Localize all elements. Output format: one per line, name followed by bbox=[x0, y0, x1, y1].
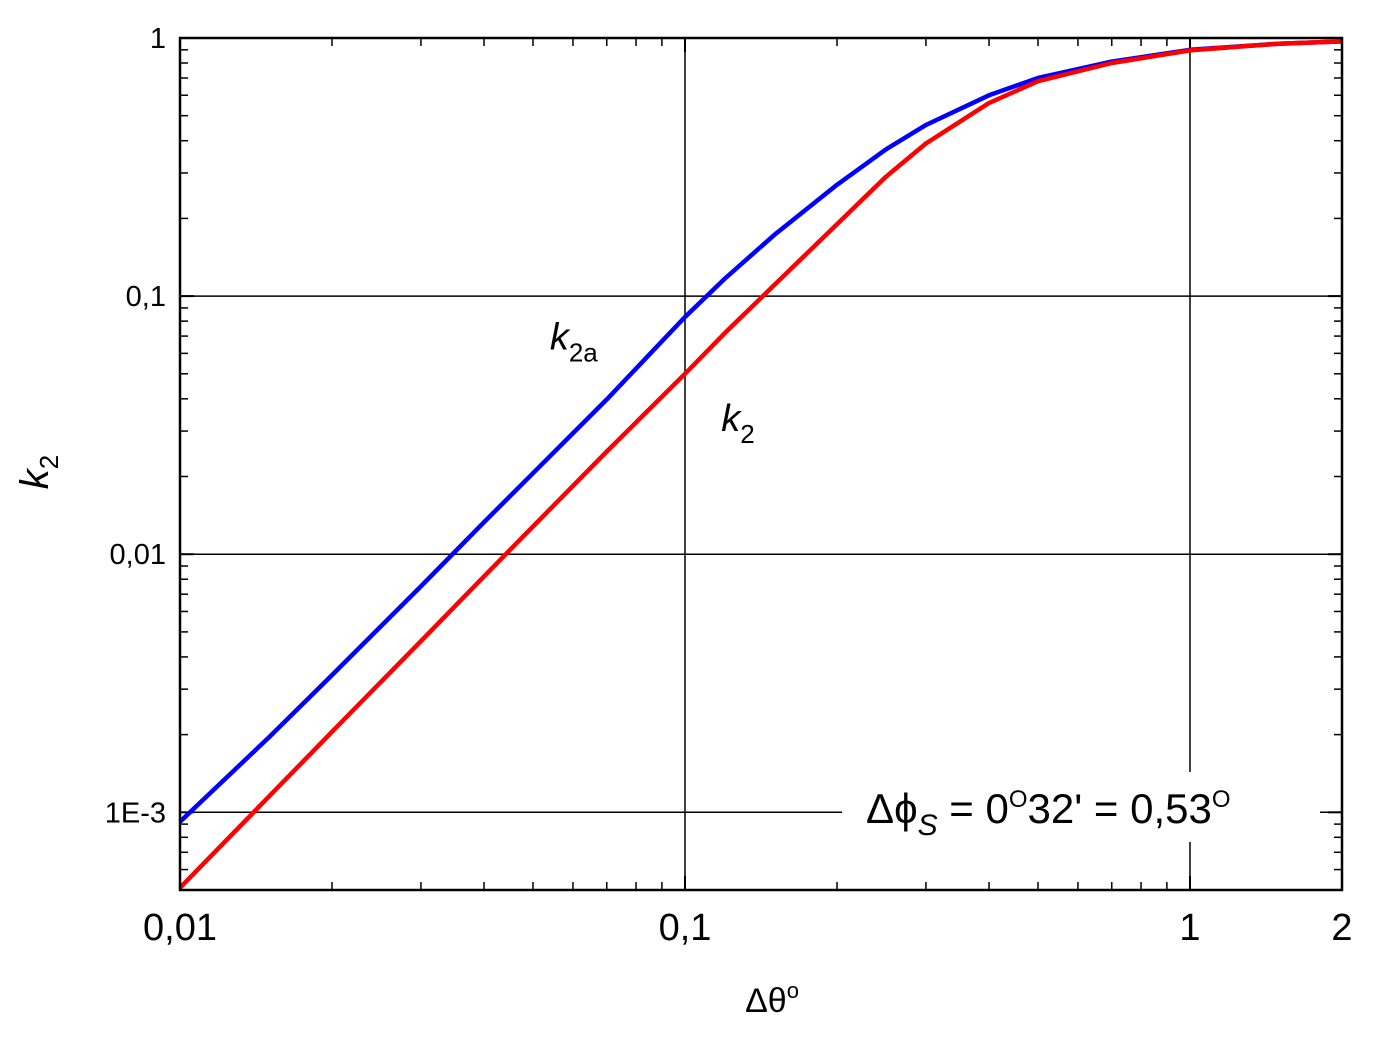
x-axis-label-superscript: o bbox=[787, 978, 799, 1003]
y-axis-label-base: k bbox=[13, 467, 57, 489]
x-tick-label: 1 bbox=[1179, 907, 1200, 949]
annotation-degree-1: O bbox=[1009, 786, 1028, 813]
x-axis-label: Δθo bbox=[745, 978, 799, 1020]
annotation-value: 32' = 0,53 bbox=[1028, 785, 1212, 832]
annotation-background bbox=[842, 772, 1320, 842]
series-label-k2a-subscript: 2a bbox=[569, 338, 598, 368]
series-label-k2: k2 bbox=[721, 398, 754, 449]
series-label-k2a-base: k bbox=[550, 317, 571, 359]
y-axis-label: k2 bbox=[13, 455, 64, 489]
annotation-text: ΔϕS = 0O32' = 0,53O bbox=[866, 785, 1231, 842]
series-label-k2a: k2a bbox=[550, 317, 598, 368]
x-tick-label: 0,01 bbox=[143, 907, 217, 949]
x-tick-label: 2 bbox=[1331, 907, 1352, 949]
annotation-eq: = 0 bbox=[938, 785, 1009, 832]
annotation-phi: ϕ bbox=[894, 785, 918, 832]
annotation-degree-2: O bbox=[1212, 786, 1231, 813]
annotation-subscript: S bbox=[918, 809, 938, 842]
x-axis-label-base: Δθ bbox=[745, 982, 787, 1020]
y-tick-label: 0,1 bbox=[126, 281, 166, 313]
series-label-k2-subscript: 2 bbox=[740, 419, 754, 449]
y-tick-label: 1E-3 bbox=[105, 797, 166, 829]
y-tick-label: 1 bbox=[150, 23, 166, 55]
series-label-k2-base: k bbox=[721, 398, 742, 440]
y-axis-label-subscript: 2 bbox=[34, 455, 64, 469]
series-line-k2 bbox=[178, 39, 1343, 890]
y-tick-label: 0,01 bbox=[110, 539, 166, 571]
series-group bbox=[178, 39, 1343, 890]
x-tick-label: 0,1 bbox=[659, 907, 712, 949]
plot-background bbox=[180, 38, 1342, 890]
annotation-delta: Δ bbox=[866, 785, 894, 832]
tick-labels: 0,01 0,1 1 2 1 0,1 0,01 1E-3 bbox=[105, 23, 1353, 949]
plot-frame bbox=[178, 36, 1344, 892]
